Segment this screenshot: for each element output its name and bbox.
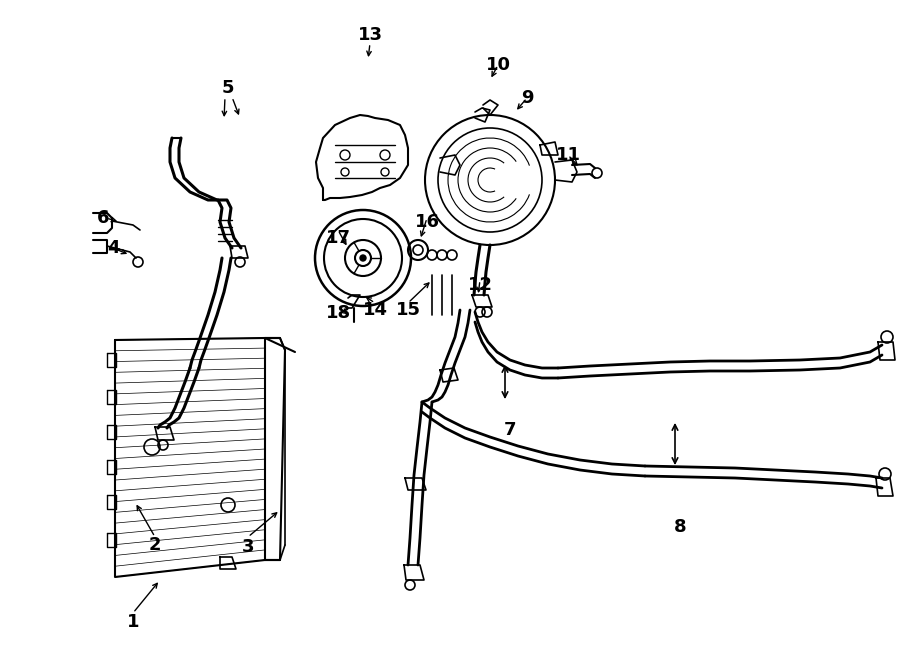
Text: 13: 13 — [357, 26, 382, 44]
Text: 1: 1 — [127, 613, 140, 631]
Text: 15: 15 — [395, 301, 420, 319]
Text: 2: 2 — [148, 536, 161, 554]
Text: 12: 12 — [467, 276, 492, 294]
Text: 4: 4 — [107, 239, 119, 257]
Text: 3: 3 — [242, 538, 254, 556]
Text: 7: 7 — [504, 421, 517, 439]
Circle shape — [360, 255, 366, 261]
Text: 10: 10 — [485, 56, 510, 74]
Text: 11: 11 — [555, 146, 580, 164]
Text: 9: 9 — [521, 89, 533, 107]
Text: 16: 16 — [415, 213, 439, 231]
Text: 14: 14 — [363, 301, 388, 319]
Text: 18: 18 — [326, 304, 351, 322]
Text: 6: 6 — [97, 209, 109, 227]
Text: 17: 17 — [326, 229, 350, 247]
Text: 8: 8 — [674, 518, 687, 536]
Text: 5: 5 — [221, 79, 234, 97]
